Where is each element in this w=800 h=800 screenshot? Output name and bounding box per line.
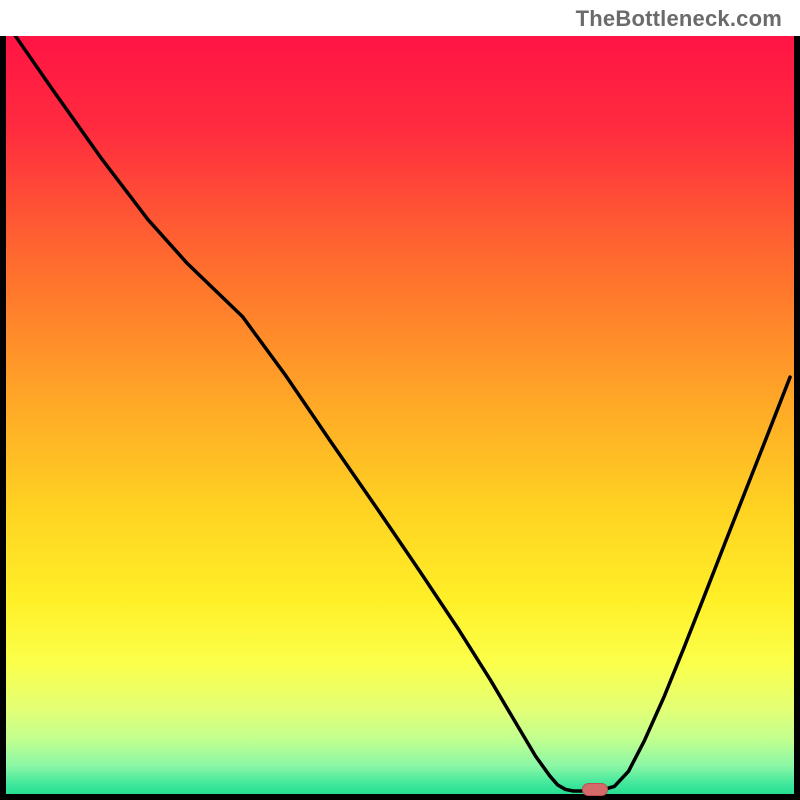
- watermark-text: TheBottleneck.com: [576, 6, 782, 32]
- plot-area: [0, 36, 800, 800]
- sweet-spot-marker: [582, 783, 608, 796]
- plot-svg: [0, 36, 800, 800]
- plot-background: [0, 36, 800, 800]
- chart-container: TheBottleneck.com: [0, 0, 800, 800]
